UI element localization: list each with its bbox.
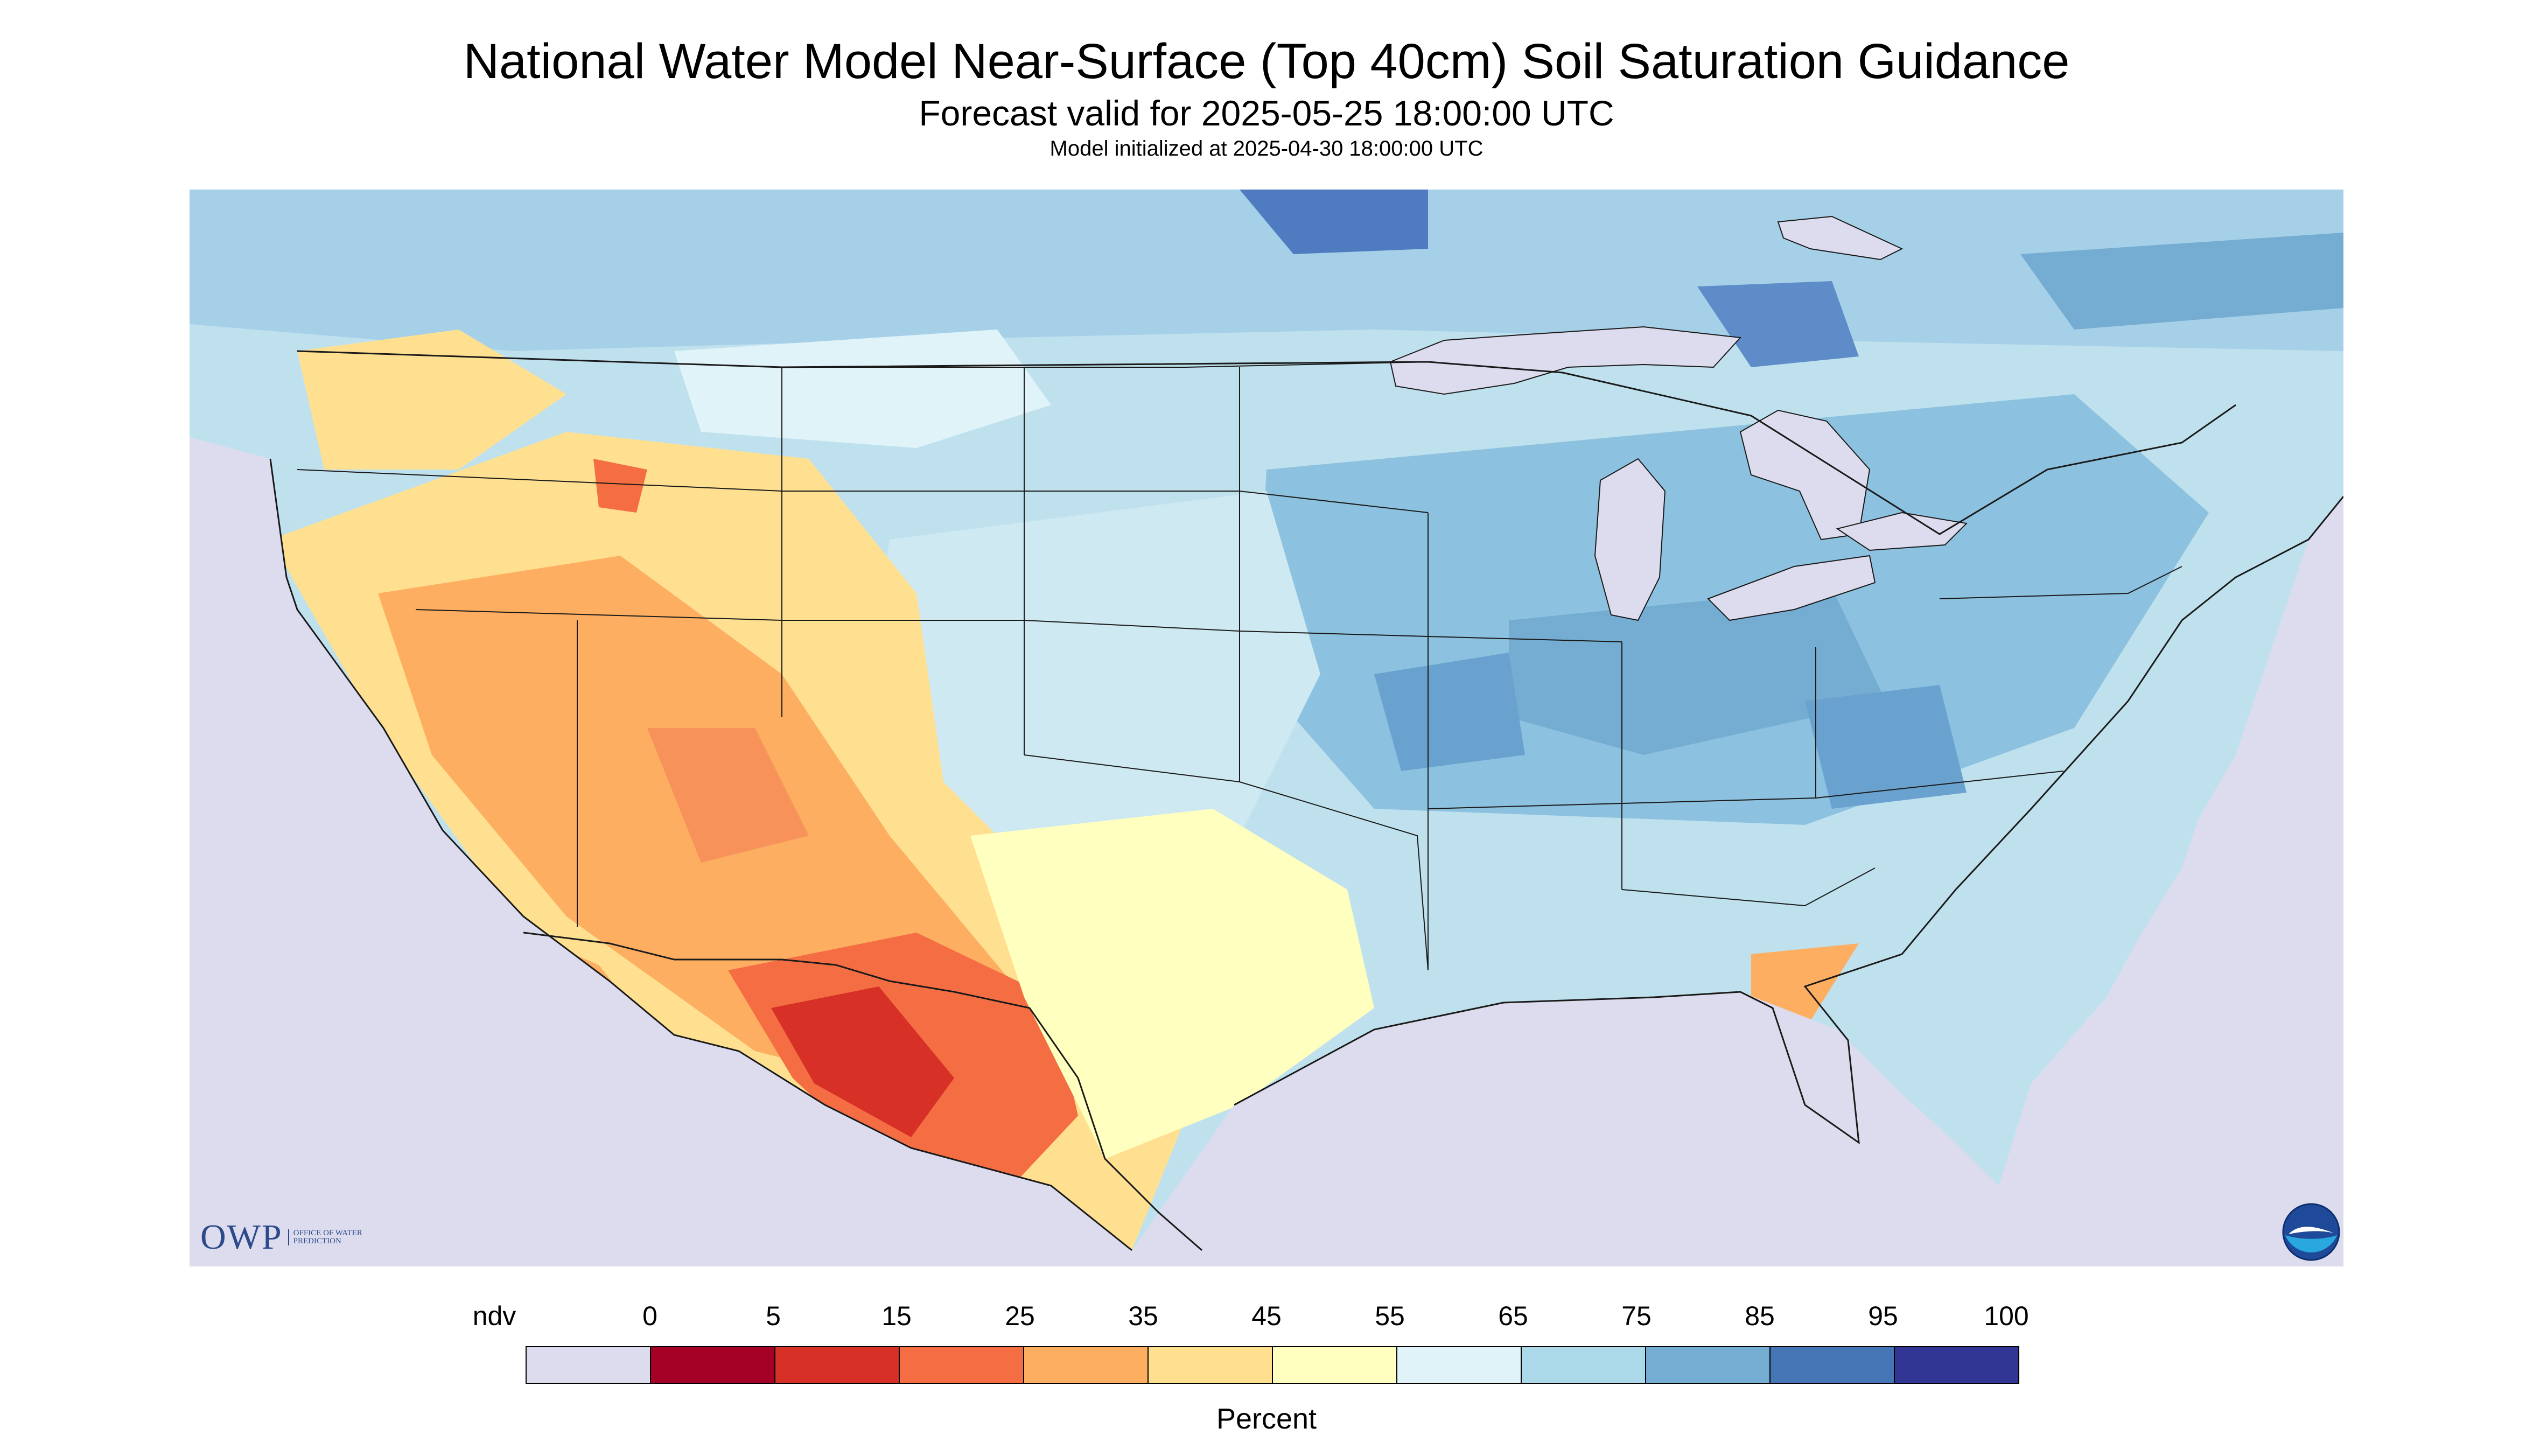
noaa-logo-bird <box>2289 1227 2334 1234</box>
legend-tick-label: 85 <box>1745 1301 1775 1331</box>
legend-tick-label: 55 <box>1375 1301 1405 1331</box>
legend-swatch <box>1272 1346 1397 1384</box>
legend-tick-label: 0 <box>642 1301 657 1331</box>
legend-tick-label: ndv <box>472 1301 516 1331</box>
water-bodies <box>1389 215 1968 621</box>
noaa-logo-water <box>2285 1235 2337 1252</box>
legend-swatch <box>1147 1346 1273 1384</box>
legend-tick-label: 75 <box>1621 1301 1652 1331</box>
legend-tick-label: 15 <box>881 1301 912 1331</box>
legend-tick-label: 65 <box>1498 1301 1528 1331</box>
legend-swatch <box>899 1346 1024 1384</box>
legend-swatch <box>1894 1346 2019 1384</box>
noaa-logo <box>2281 1202 2341 1262</box>
legend-swatch <box>1396 1346 1522 1384</box>
legend-swatch <box>1023 1346 1149 1384</box>
legend-tick-labels: ndv 0 5 15 25 35 45 55 65 75 85 95 100 <box>0 1300 2533 1338</box>
legend-swatch <box>1645 1346 1771 1384</box>
legend-tick-label: 100 <box>1984 1301 2029 1331</box>
state-borders <box>297 361 2182 971</box>
legend-tick-label: 95 <box>1868 1301 1898 1331</box>
soil-saturation-map <box>190 190 2343 1266</box>
legend-tick-label: 45 <box>1251 1301 1282 1331</box>
country-borders <box>297 350 2236 1251</box>
legend-swatch <box>774 1346 900 1384</box>
map-title: National Water Model Near-Surface (Top 4… <box>463 34 2070 89</box>
legend-color-bar <box>526 1346 2019 1384</box>
legend-tick-label: 25 <box>1005 1301 1035 1331</box>
model-init-line: Model initialized at 2025-04-30 18:00:00… <box>1049 137 1484 160</box>
legend-unit-label: Percent <box>1216 1403 1317 1435</box>
legend-tick-label: 5 <box>766 1301 781 1331</box>
owp-logo-mark: OWP <box>200 1217 283 1257</box>
legend-swatch <box>526 1346 651 1384</box>
legend-swatch <box>650 1346 775 1384</box>
legend-swatch <box>1769 1346 1895 1384</box>
saturation-field <box>190 190 2343 1250</box>
owp-logo-text: OFFICE OF WATER PREDICTION <box>288 1229 369 1245</box>
legend-tick-label: 35 <box>1128 1301 1158 1331</box>
coastlines <box>269 458 2343 1251</box>
legend-swatch <box>1521 1346 1646 1384</box>
owp-logo: OWP OFFICE OF WATER PREDICTION <box>200 1217 369 1258</box>
forecast-valid-subtitle: Forecast valid for 2025-05-25 18:00:00 U… <box>919 93 1614 133</box>
